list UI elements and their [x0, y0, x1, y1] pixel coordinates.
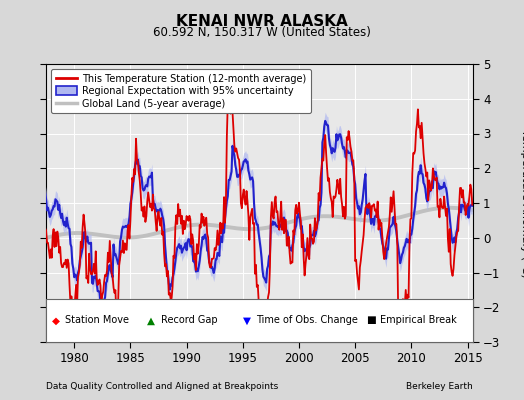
Text: Data Quality Controlled and Aligned at Breakpoints: Data Quality Controlled and Aligned at B… — [46, 382, 278, 391]
Legend: This Temperature Station (12-month average), Regional Expectation with 95% uncer: This Temperature Station (12-month avera… — [51, 69, 311, 114]
Text: Empirical Break: Empirical Break — [380, 315, 456, 325]
Text: ▲: ▲ — [147, 315, 155, 325]
Text: Record Gap: Record Gap — [161, 315, 217, 325]
FancyBboxPatch shape — [46, 298, 473, 342]
Text: Time of Obs. Change: Time of Obs. Change — [256, 315, 358, 325]
Text: Station Move: Station Move — [65, 315, 129, 325]
Text: ■: ■ — [366, 315, 376, 325]
Y-axis label: Temperature Anomaly (°C): Temperature Anomaly (°C) — [520, 129, 524, 277]
Text: Berkeley Earth: Berkeley Earth — [407, 382, 473, 391]
Text: ◆: ◆ — [52, 315, 60, 325]
Text: KENAI NWR ALASKA: KENAI NWR ALASKA — [176, 14, 348, 29]
Text: 60.592 N, 150.317 W (United States): 60.592 N, 150.317 W (United States) — [153, 26, 371, 39]
Text: ▼: ▼ — [243, 315, 251, 325]
